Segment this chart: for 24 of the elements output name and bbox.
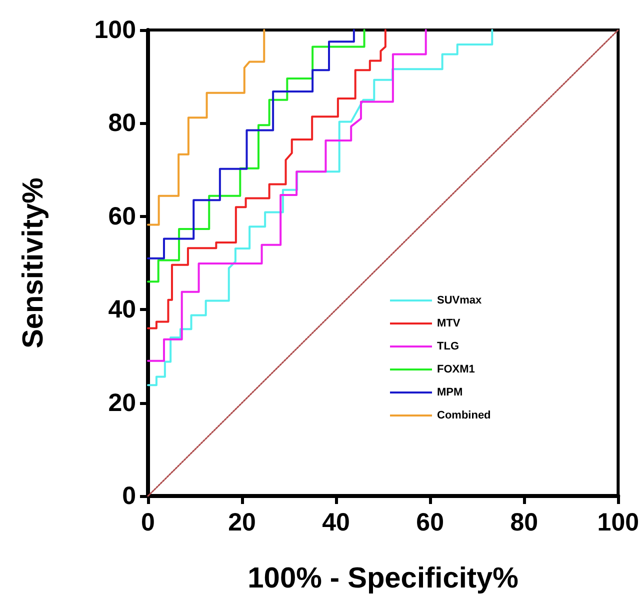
legend-label: Combined bbox=[437, 410, 491, 422]
legend-label: SUVmax bbox=[437, 294, 483, 306]
x-tick-label: 60 bbox=[416, 508, 444, 536]
y-tick-label: 60 bbox=[108, 202, 136, 230]
x-tick-label: 0 bbox=[141, 508, 155, 536]
x-tick-label: 40 bbox=[322, 508, 350, 536]
x-tick-label: 20 bbox=[228, 508, 256, 536]
y-axis-title: Sensitivity% bbox=[18, 177, 50, 348]
x-tick-label: 100 bbox=[597, 508, 640, 536]
legend-label: TLG bbox=[437, 340, 459, 352]
y-tick-label: 40 bbox=[108, 296, 136, 324]
legend-label: MTV bbox=[437, 318, 461, 330]
x-axis-title: 100% - Specificity% bbox=[248, 562, 519, 594]
line-series bbox=[147, 29, 494, 386]
y-tick-label: 0 bbox=[122, 482, 136, 510]
line-series bbox=[147, 29, 386, 330]
x-tick-label: 80 bbox=[510, 508, 538, 536]
line-series bbox=[147, 29, 427, 362]
legend-label: FOXM1 bbox=[437, 364, 475, 376]
line-series bbox=[147, 29, 266, 226]
y-tick-label: 100 bbox=[94, 16, 136, 44]
y-tick-label: 20 bbox=[108, 388, 136, 417]
legend-label: MPM bbox=[437, 386, 463, 398]
y-tick-label: 80 bbox=[108, 109, 136, 138]
